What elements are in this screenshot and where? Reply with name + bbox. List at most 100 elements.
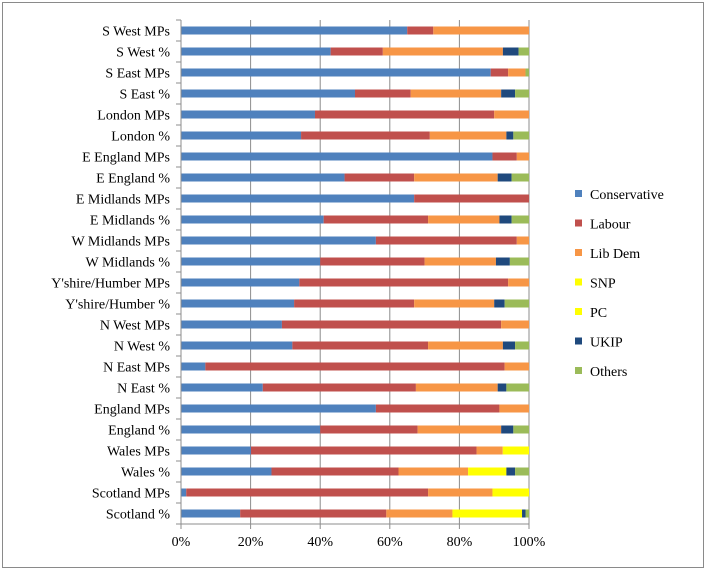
bar-n-west-mps-labour: [281, 320, 502, 329]
category-label-e-midlands-mps: E Midlands MPs: [76, 193, 170, 208]
legend-swatch-conservative: [575, 190, 582, 197]
bar-london-mps-lib-dem: [494, 110, 529, 119]
bar-e-england-others: [511, 173, 529, 182]
legend: Conservative Labour Lib Dem SNP PC UKIP Others: [575, 188, 664, 380]
category-label-y-shire-humber-mps: Y'shire/Humber MPs: [51, 277, 170, 292]
bar-e-england-conservative: [181, 173, 345, 182]
bar-n-east-labour: [262, 383, 416, 392]
axes: [176, 19, 530, 529]
bar-w-midlands-lib-dem: [424, 257, 496, 266]
category-label-n-east-mps: N East MPs: [103, 361, 170, 376]
bar-s-east-lib-dem: [410, 89, 502, 98]
bar-london-ukip: [506, 131, 514, 140]
bar-y-shire-humber-lib-dem: [414, 299, 495, 308]
category-label-e-midlands: E Midlands %: [90, 214, 170, 229]
bar-scotland-lib-dem: [386, 509, 453, 518]
bar-w-midlands-mps-lib-dem: [516, 236, 529, 245]
category-label-england: England %: [108, 424, 170, 439]
category-label-e-england: E England %: [96, 172, 170, 187]
bar-n-west-mps-lib-dem: [501, 320, 529, 329]
bar-scotland-conservative: [181, 509, 241, 518]
bar-s-west-mps-lib-dem: [433, 26, 529, 35]
bar-e-midlands-mps-conservative: [181, 194, 415, 203]
legend-swatch-lib-dem: [575, 249, 582, 256]
x-tick-label: 100%: [513, 535, 546, 550]
x-tick-labels: 0% 20% 40% 60% 80% 100%: [172, 535, 546, 550]
category-label-n-east: N East %: [117, 382, 170, 397]
bar-s-west-conservative: [181, 47, 331, 56]
bar-s-west-ukip: [502, 47, 519, 56]
bars: [181, 26, 529, 518]
bar-s-east-ukip: [501, 89, 516, 98]
bar-w-midlands-mps-conservative: [181, 236, 376, 245]
bar-e-midlands-mps-labour: [414, 194, 529, 203]
legend-label-conservative: Conservative: [590, 188, 664, 203]
category-label-n-west: N West %: [114, 340, 171, 355]
category-labels: S West MPs S West % S East MPs S East % Lond…: [51, 25, 170, 523]
bar-london-mps-conservative: [181, 110, 315, 119]
bar-n-west-ukip: [502, 341, 516, 350]
category-label-wales-mps: Wales MPs: [107, 445, 170, 460]
category-label-w-midlands-mps: W Midlands MPs: [71, 235, 170, 250]
bar-england-mps-labour: [375, 404, 500, 413]
bar-n-west-lib-dem: [428, 341, 503, 350]
x-tick-label: 0%: [172, 535, 191, 550]
bar-england-lib-dem: [417, 425, 502, 434]
x-tick-label: 20%: [238, 535, 264, 550]
bar-s-east-mps-conservative: [181, 68, 491, 77]
bar-wales-others: [515, 467, 529, 476]
bar-scotland-others: [525, 509, 529, 518]
legend-swatch-pc: [575, 308, 582, 315]
x-tick-label: 40%: [307, 535, 333, 550]
bar-y-shire-humber-others: [504, 299, 529, 308]
bar-scotland-mps-conservative: [181, 488, 187, 497]
bar-wales-mps-conservative: [181, 446, 251, 455]
bar-london-others: [513, 131, 529, 140]
bar-w-midlands-ukip: [495, 257, 510, 266]
bar-wales-lib-dem: [398, 467, 469, 476]
category-label-scotland: Scotland %: [106, 508, 170, 523]
category-label-london-mps: London MPs: [97, 109, 170, 124]
bar-e-england-lib-dem: [414, 173, 498, 182]
category-label-s-east: S East %: [119, 88, 170, 103]
category-label-s-west-mps: S West MPs: [102, 25, 170, 40]
x-tick-label: 80%: [447, 535, 473, 550]
bar-e-midlands-lib-dem: [428, 215, 500, 224]
bar-y-shire-humber-conservative: [181, 299, 295, 308]
category-label-england-mps: England MPs: [94, 403, 170, 418]
bar-e-england-mps-labour: [492, 152, 517, 161]
bar-london-mps-labour: [314, 110, 495, 119]
legend-label-snp: SNP: [590, 277, 616, 292]
bar-e-midlands-labour: [323, 215, 429, 224]
bar-n-east-others: [506, 383, 529, 392]
bar-england-ukip: [501, 425, 514, 434]
bar-y-shire-humber-mps-labour: [299, 278, 509, 287]
bar-n-east-conservative: [181, 383, 263, 392]
bar-wales-conservative: [181, 467, 272, 476]
bar-wales-labour: [271, 467, 399, 476]
bar-england-mps-conservative: [181, 404, 376, 413]
category-label-scotland-mps: Scotland MPs: [92, 487, 170, 502]
bar-london-conservative: [181, 131, 302, 140]
bar-n-east-mps-lib-dem: [504, 362, 529, 371]
bar-scotland-labour: [240, 509, 387, 518]
bar-scotland-mps-snp: [492, 488, 529, 497]
bar-n-west-conservative: [181, 341, 293, 350]
category-label-s-west: S West %: [116, 46, 170, 61]
bar-e-england-mps-conservative: [181, 152, 493, 161]
bar-y-shire-humber-mps-conservative: [181, 278, 300, 287]
bar-w-midlands-labour: [320, 257, 425, 266]
legend-label-others: Others: [590, 365, 627, 380]
bar-england-others: [513, 425, 529, 434]
bar-wales-pc: [468, 467, 507, 476]
bar-s-east-mps-lib-dem: [508, 68, 526, 77]
bar-wales-mps-labour: [250, 446, 477, 455]
bar-s-east-mps-others: [525, 68, 529, 77]
legend-swatch-others: [575, 367, 582, 374]
legend-label-labour: Labour: [590, 218, 631, 233]
bar-wales-mps-pc: [502, 446, 529, 455]
legend-swatch-snp: [575, 278, 582, 286]
bar-scotland-snp: [452, 509, 523, 518]
bar-y-shire-humber-ukip: [494, 299, 505, 308]
bar-y-shire-humber-mps-lib-dem: [508, 278, 529, 287]
